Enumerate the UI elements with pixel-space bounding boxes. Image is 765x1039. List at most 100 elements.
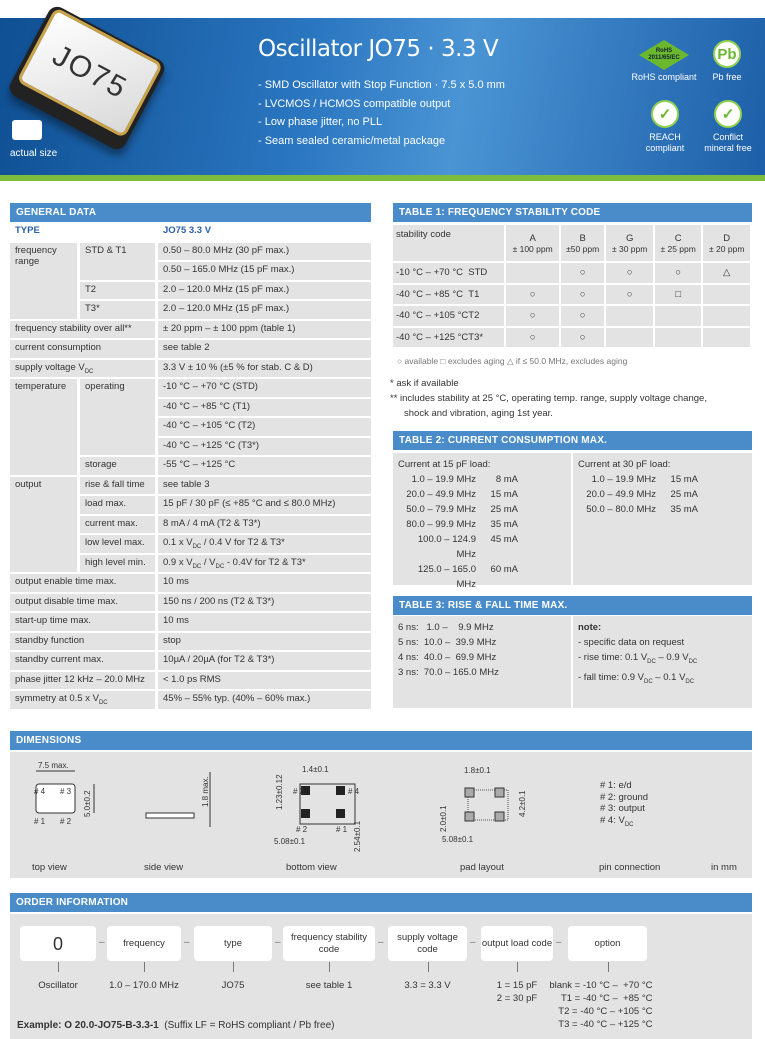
connector-line: [233, 962, 234, 972]
check-icon: ✓: [714, 100, 742, 128]
header-banner: JO75: [0, 3, 765, 175]
connector-line: [517, 962, 518, 972]
availability-cell: [606, 327, 655, 347]
order-field-box: 0: [20, 926, 96, 961]
row-value: see table 3: [158, 476, 371, 494]
svg-text:5.08±0.1: 5.08±0.1: [442, 835, 474, 844]
bottom-view-label: bottom view: [286, 862, 337, 873]
feature-list: - SMD Oscillator with Stop Function · 7.…: [258, 76, 505, 150]
row-sublabel: load max.: [80, 496, 158, 514]
availability-cell: [703, 284, 752, 304]
table1-row: -10 °C – +70 °C STD ○ ○ ○ △: [393, 263, 752, 283]
row-value: -40 °C – +125 °C (T3*): [158, 437, 371, 455]
type-label: TYPE: [10, 223, 158, 241]
svg-text:5.0±0.2: 5.0±0.2: [83, 790, 92, 817]
current-row: 1.0 – 19.9 MHz 8 mA: [411, 474, 518, 485]
row-label: start-up time max.: [10, 613, 158, 631]
separator: –: [99, 937, 105, 948]
side-view-drawing: 1.8 max.: [145, 772, 211, 827]
availability-cell: □: [654, 284, 704, 304]
row-value: 10 ms: [158, 574, 371, 592]
table2-header: TABLE 2: CURRENT CONSUMPTION MAX.: [393, 431, 752, 450]
availability-cell: ○: [506, 327, 561, 347]
stability-code-B: B ±50 ppm: [560, 225, 607, 261]
pin-connection-label: pin connection: [599, 862, 661, 873]
note-title: note:: [578, 622, 602, 633]
row-value: -40 °C – +105 °C (T2): [158, 418, 371, 436]
current-row: 100.0 – 124.9 MHz 45 mA: [417, 534, 518, 560]
rise-fall-row: 5 ns: 10.0 – 39.9 MHz: [398, 637, 497, 648]
order-field-value: 1 = 15 pF 2 = 30 pF: [496, 980, 538, 1004]
connector-line: [144, 962, 145, 972]
order-field-value: see table 1: [305, 980, 353, 991]
side-view-label: side view: [144, 862, 184, 873]
note-line: - specific data on request: [578, 637, 685, 648]
current-row: 125.0 – 165.0 MHz 60 mA: [417, 564, 518, 590]
svg-text:# 2: # 2: [296, 825, 308, 834]
frequency-stability-table: stability code A ± 100 ppm B ±50 ppm G ± 30 pp…: [393, 223, 752, 349]
row-label: phase jitter 12 kHz – 20.0 MHz: [10, 671, 158, 689]
availability-cell: ○: [654, 263, 704, 283]
availability-cell: [703, 327, 752, 347]
row-label: output disable time max.: [10, 593, 158, 611]
feature-item: - Seam sealed ceramic/metal package: [258, 134, 446, 147]
row-value: 10 ms: [158, 613, 371, 631]
table1-row: -40 °C – +85 °C T1 ○ ○ ○ □: [393, 284, 752, 304]
badge-label: REACH compliant: [645, 132, 685, 153]
pin-desc: # 1: e/d: [600, 780, 632, 791]
current-row: 20.0 – 49.9 MHz 25 mA: [586, 489, 698, 500]
rohs-icon: RoHS 2011/65/EC: [639, 40, 689, 70]
top-view-label: top view: [32, 862, 67, 873]
stability-code-G: G ± 30 ppm: [606, 225, 655, 261]
table1-corner: stability code: [393, 225, 507, 261]
pin-desc: # 3: output: [600, 803, 645, 814]
row-sublabel: rise & fall time: [80, 476, 158, 494]
svg-text:# 3: # 3: [60, 787, 72, 796]
row-value: < 1.0 ps RMS: [158, 671, 371, 689]
reach-badge: ✓ REACH compliant: [640, 100, 690, 154]
row-value: 10µA / 20µA (for T2 & T3*): [158, 652, 371, 670]
row-value: 3.3 V ± 10 % (±5 % for stab. C & D): [158, 359, 371, 377]
svg-text:1.8 max.: 1.8 max.: [201, 776, 210, 807]
order-field-box: type: [194, 926, 272, 961]
pad-layout-drawing: 1.8±0.1 2.0±0.1 4.2±0.1 5.08±0.1: [439, 766, 527, 844]
svg-text:# 4: # 4: [34, 787, 46, 796]
row-value: 15 pF / 30 pF (≤ +85 °C and ≤ 80.0 MHz): [158, 496, 371, 514]
stability-code-D: D ± 20 ppm: [703, 225, 752, 261]
dimensions-panel: 7.5 max. # 4 # 3 # 1 # 2 5.0±0.2 1.8 max. …: [10, 752, 752, 878]
availability-cell: ○: [560, 327, 607, 347]
row-sublabel: high level min.: [80, 554, 158, 572]
note-line: - fall time: 0.9 VDC – 0.1 VDC: [578, 671, 695, 685]
pin-desc: # 2: ground: [600, 791, 649, 803]
current-row: 1.0 – 19.9 MHz 15 mA: [591, 474, 698, 485]
row-sublabel: T2: [80, 281, 158, 299]
type-value: JO75 3.3 V: [158, 223, 371, 241]
row-value: stop: [158, 632, 371, 650]
row-value: 0.50 – 165.0 MHz (15 pF max.): [158, 262, 371, 280]
svg-text:1.4±0.1: 1.4±0.1: [302, 765, 329, 774]
row-label: standby current max.: [10, 652, 158, 670]
pad-layout-label: pad layout: [460, 862, 504, 873]
separator: –: [378, 937, 384, 948]
note-line: - rise time: 0.1 VDC – 0.9 VDC: [578, 652, 698, 665]
connector-line: [329, 962, 330, 972]
row-label: current consumption: [10, 340, 158, 358]
row-value: 0.50 – 80.0 MHz (30 pF max.): [158, 242, 371, 260]
row-sublabel: low level max.: [80, 535, 158, 553]
availability-cell: ○: [560, 284, 607, 304]
pin-desc: # 4: VDC: [600, 814, 634, 828]
order-example: Example: O 20.0-JO75-B-3.3-1 (Suffix LF …: [17, 1020, 335, 1031]
check-icon: ✓: [651, 100, 679, 128]
connector-line: [607, 962, 609, 972]
order-field-value: 3.3 = 3.3 V: [404, 980, 451, 991]
availability-cell: [654, 306, 704, 326]
row-value: 2.0 – 120.0 MHz (15 pF max.): [158, 301, 371, 319]
badge-label: Conflict mineral free: [704, 132, 752, 153]
availability-cell: [654, 327, 704, 347]
row-label: symmetry at 0.5 x VDC: [10, 691, 158, 709]
connector-line: [58, 962, 59, 972]
order-info-header: ORDER INFORMATION: [10, 893, 752, 912]
availability-cell: ○: [506, 284, 561, 304]
svg-text:2.0±0.1: 2.0±0.1: [439, 805, 448, 832]
row-value: 45% – 55% typ. (40% – 60% max.): [158, 691, 371, 709]
